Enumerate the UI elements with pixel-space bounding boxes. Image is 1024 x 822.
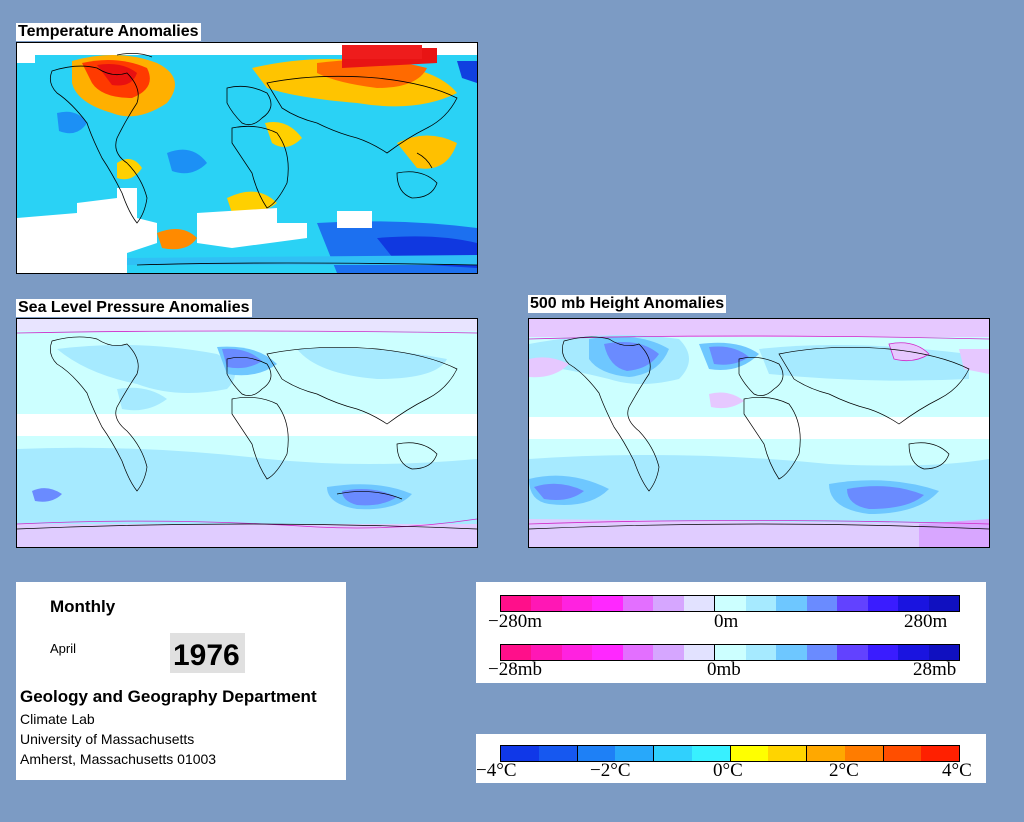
color-bar-segment	[561, 596, 593, 611]
color-bar-segment	[729, 746, 769, 761]
color-bar-segment	[776, 596, 807, 611]
color-bar-segment	[683, 645, 715, 660]
color-bar-segment	[806, 645, 838, 660]
color-bar-segment	[837, 645, 868, 660]
temperature-tick-label: 4°C	[942, 760, 972, 781]
color-bar-segment	[531, 645, 562, 660]
temperature-anomaly-map	[16, 42, 478, 274]
color-bar-segment	[745, 645, 777, 660]
height-max-label: 280m	[904, 611, 948, 632]
color-bar-segment	[592, 645, 623, 660]
temperature-tick-label: 0°C	[713, 760, 743, 781]
address-label: Amherst, Massachusetts 01003	[20, 751, 217, 767]
color-bar-segment	[576, 746, 616, 761]
color-bar-segment	[921, 746, 959, 761]
height-min-label: −280m	[488, 611, 542, 632]
500mb-height-anomaly-map	[528, 318, 990, 548]
temperature-tick-label: 2°C	[829, 760, 859, 781]
temperature-color-bar	[500, 745, 960, 762]
year-box	[170, 633, 245, 673]
color-bar-segment	[928, 645, 960, 660]
color-bar-segment	[531, 596, 562, 611]
height-mid-label: 0m	[714, 611, 739, 632]
color-bar-segment	[501, 645, 532, 660]
color-bar-segment	[615, 746, 653, 761]
period-label: Monthly	[50, 597, 116, 616]
height-color-bar	[500, 595, 960, 612]
sea-level-pressure-anomaly-map	[16, 318, 478, 548]
color-bar-segment	[898, 596, 929, 611]
slp-color-bar	[500, 644, 960, 661]
university-label: University of Massachusetts	[20, 731, 195, 747]
color-bar-segment	[867, 645, 899, 660]
slp-map-title: Sea Level Pressure Anomalies	[16, 299, 252, 317]
color-bar-segment	[844, 746, 883, 761]
height500-map-title: 500 mb Height Anomalies	[528, 295, 727, 313]
color-bar-segment	[806, 746, 845, 761]
color-bar-segment	[928, 596, 960, 611]
color-bar-segment	[622, 596, 654, 611]
slp-max-label: 28mb	[913, 659, 957, 680]
color-bar-segment	[653, 746, 692, 761]
color-bar-segment	[898, 645, 929, 660]
color-bar-segment	[745, 596, 777, 611]
info-panel: Monthly April 1976 Geology and Geography…	[16, 582, 346, 780]
temperature-tick-label: −2°C	[590, 760, 631, 781]
color-bar-segment	[622, 645, 654, 660]
height-slp-legend-panel: −280m 0m 280m −28mb 0mb 28mb	[476, 582, 986, 683]
lab-label: Climate Lab	[20, 711, 95, 727]
slp-mid-label: 0mb	[707, 659, 741, 680]
color-bar-segment	[882, 746, 922, 761]
color-bar-segment	[806, 596, 838, 611]
year-label: 1976	[173, 639, 240, 672]
color-bar-segment	[837, 596, 868, 611]
color-bar-segment	[538, 746, 577, 761]
color-bar-segment	[691, 746, 730, 761]
temperature-tick-label: −4°C	[476, 760, 517, 781]
slp-min-label: −28mb	[488, 659, 542, 680]
temperature-legend-panel: −4°C −2°C 0°C 2°C 4°C	[476, 734, 986, 783]
color-bar-segment	[714, 596, 746, 611]
color-bar-segment	[561, 645, 593, 660]
color-bar-segment	[768, 746, 806, 761]
month-label: April	[50, 641, 77, 656]
department-label: Geology and Geography Department	[20, 687, 317, 706]
temperature-tick-labels: −4°C −2°C 0°C 2°C 4°C	[476, 760, 986, 782]
color-bar-segment	[683, 596, 715, 611]
color-bar-segment	[714, 645, 746, 660]
color-bar-segment	[653, 596, 684, 611]
color-bar-segment	[501, 746, 539, 761]
color-bar-segment	[776, 645, 807, 660]
temperature-map-title: Temperature Anomalies	[16, 23, 201, 41]
color-bar-segment	[592, 596, 623, 611]
color-bar-segment	[653, 645, 684, 660]
color-bar-segment	[501, 596, 532, 611]
color-bar-segment	[867, 596, 899, 611]
